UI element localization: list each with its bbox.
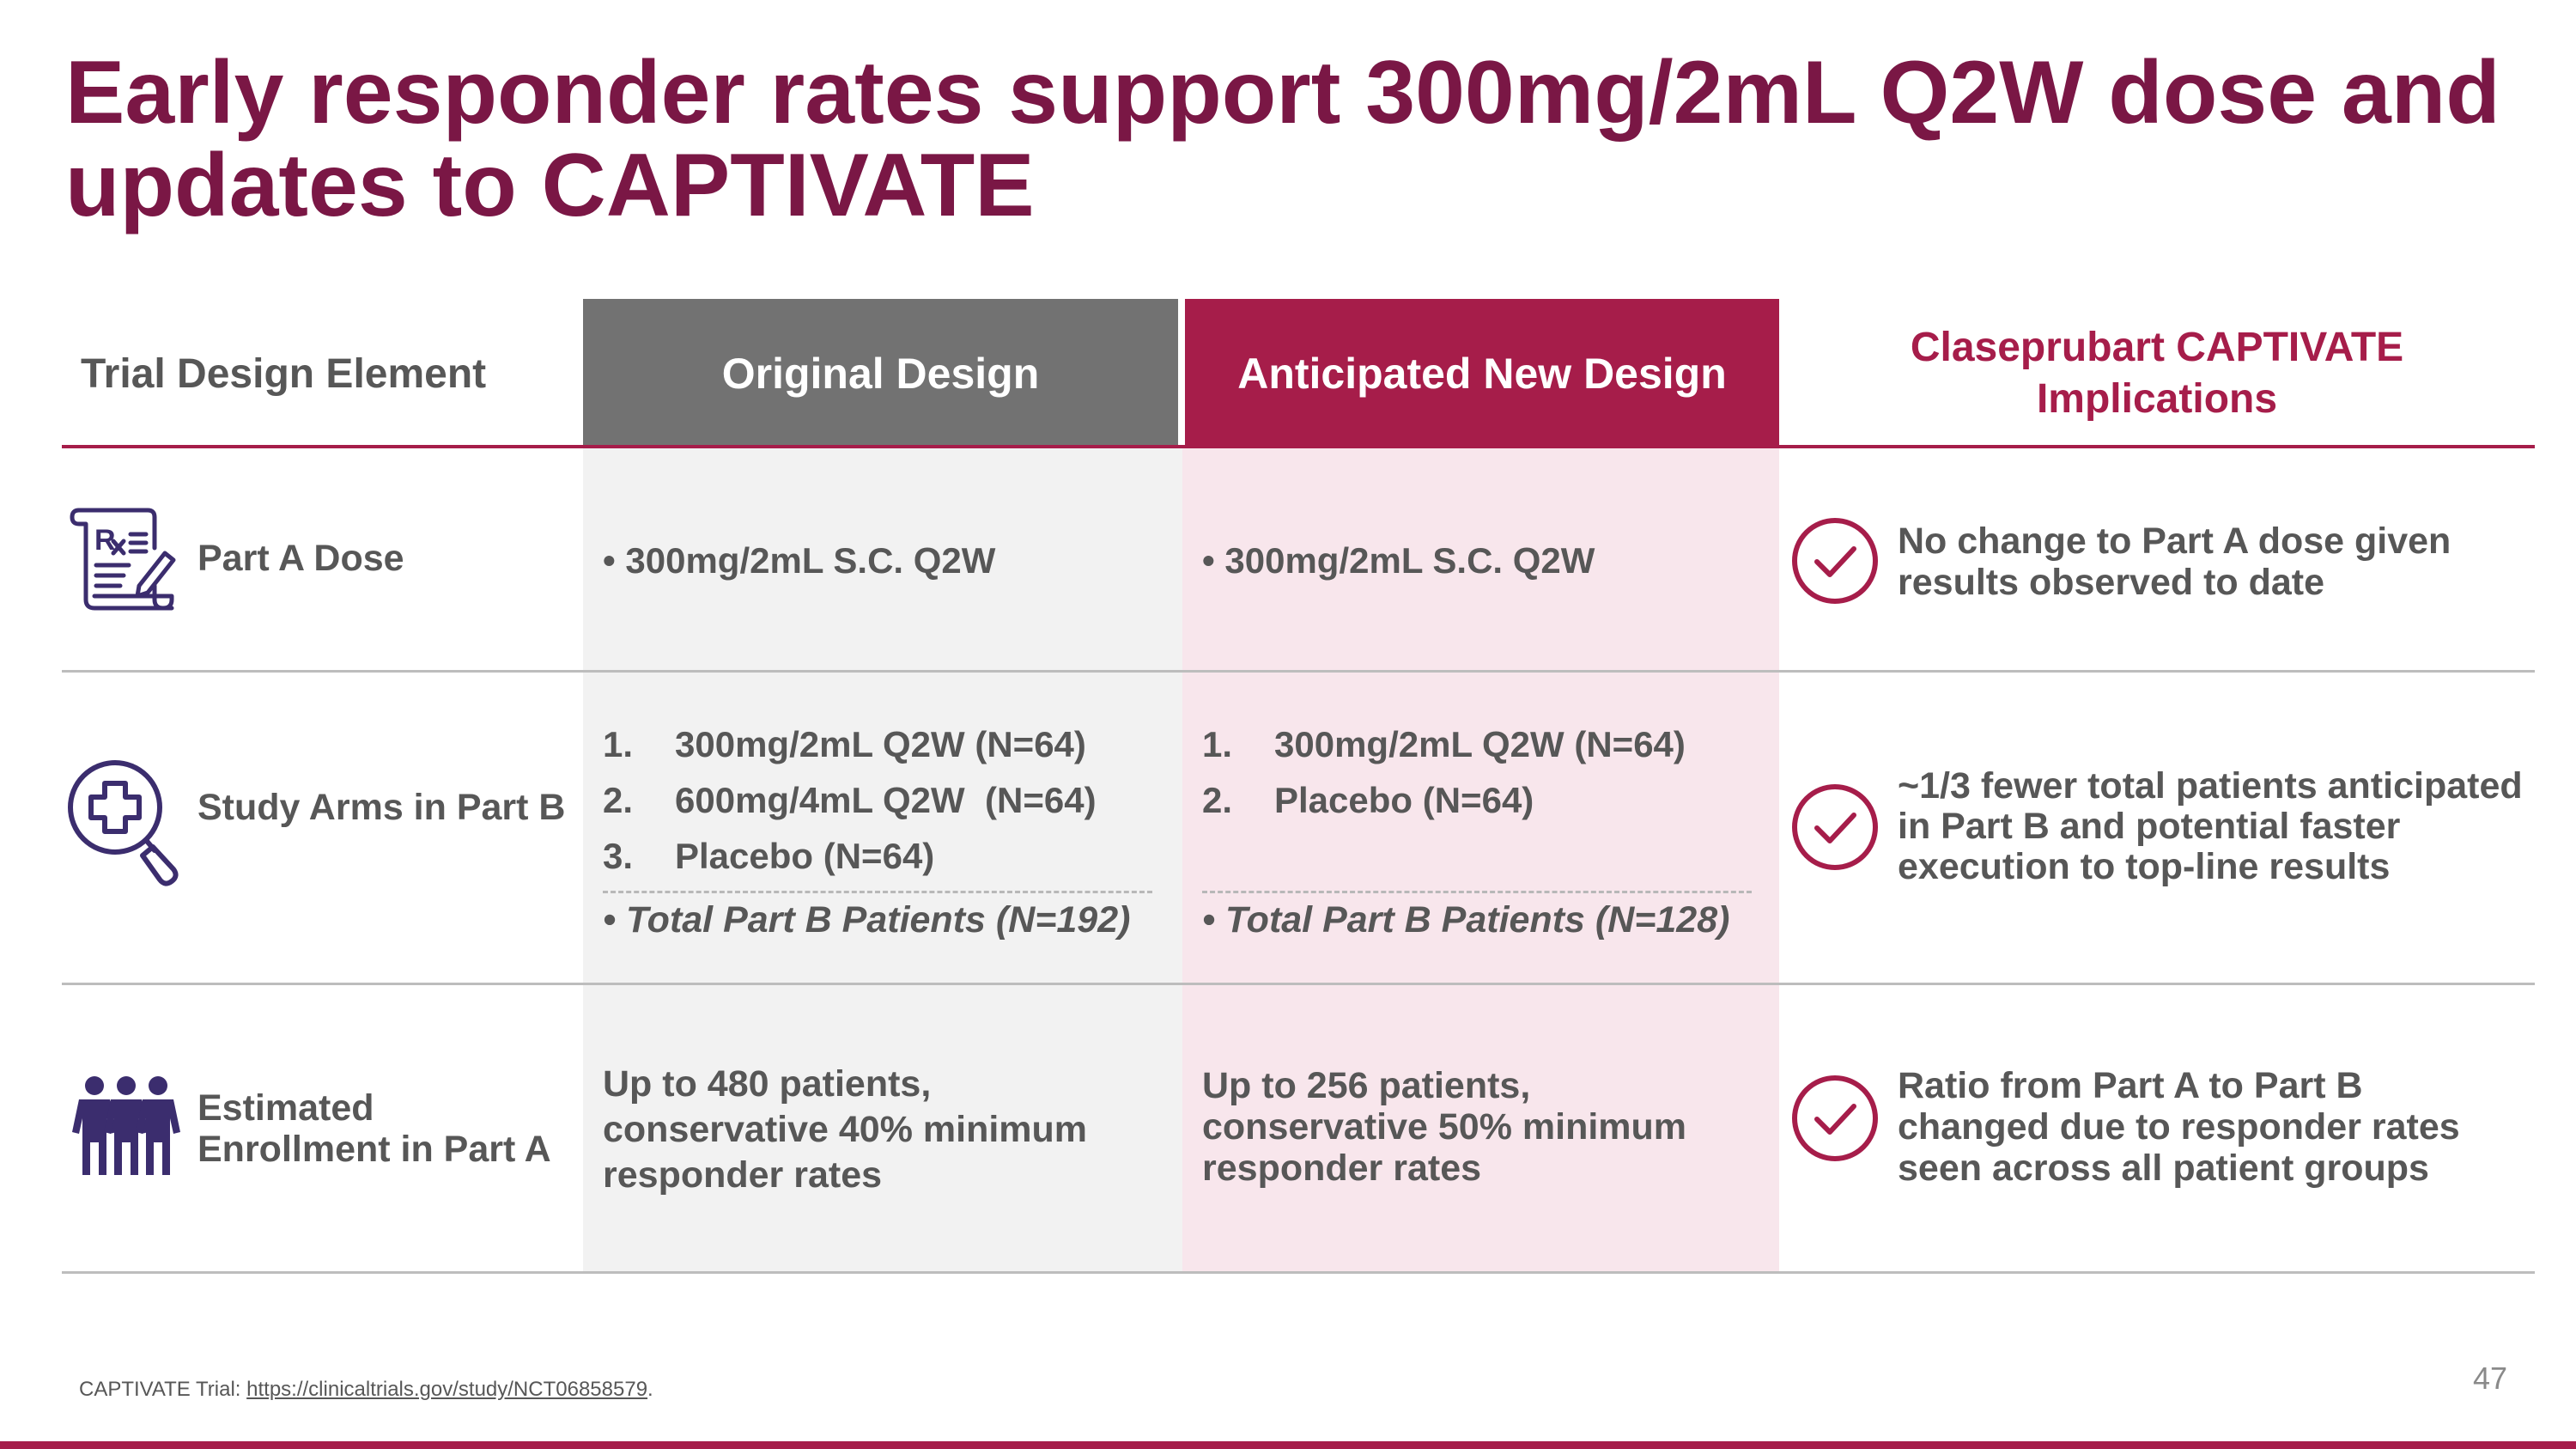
implication-estimated-enrollment: Ratio from Part A to Part B changed due … [1898, 1065, 2460, 1189]
original-part-a-dose: • 300mg/2mL S.C. Q2W [603, 540, 996, 581]
dashed-divider [1202, 891, 1752, 893]
row-divider [62, 670, 2535, 673]
row-label-study-arms: Study Arms in Part B [197, 787, 566, 828]
new-estimated-enrollment: Up to 256 patients, conservative 50% min… [1202, 1065, 1687, 1189]
bottom-accent-bar [0, 1441, 2576, 1449]
original-design-column-bg [583, 448, 1182, 1273]
implication-part-a-dose: No change to Part A dose given results o… [1898, 521, 2451, 603]
header-trial-design-element: Trial Design Element [81, 350, 487, 397]
row-divider [62, 1271, 2535, 1274]
people-group-icon [70, 1075, 182, 1183]
row-label-estimated-enrollment: Estimated Enrollment in Part A [197, 1087, 551, 1170]
header-divider [62, 445, 2535, 448]
original-total-part-b: • Total Part B Patients (N=192) [603, 899, 1131, 941]
clinicaltrials-link[interactable]: https://clinicaltrials.gov/study/NCT0685… [246, 1378, 648, 1401]
footnote: CAPTIVATE Trial: https://clinicaltrials.… [79, 1378, 653, 1401]
checkmark-circle-icon [1791, 517, 1879, 605]
checkmark-circle-icon [1791, 783, 1879, 871]
new-part-a-dose: • 300mg/2mL S.C. Q2W [1202, 540, 1595, 581]
page-number: 47 [2472, 1361, 2507, 1396]
checkmark-circle-icon [1791, 1075, 1879, 1162]
original-estimated-enrollment: Up to 480 patients, conservative 40% min… [603, 1063, 1088, 1196]
row-divider [62, 983, 2535, 985]
new-design-column-bg [1182, 448, 1779, 1273]
row-label-part-a-dose: Part A Dose [197, 538, 404, 579]
original-study-arms: 1. 300mg/2mL Q2W (N=64) 2. 600mg/4mL Q2W (… [603, 716, 1170, 941]
list-item: 1. 300mg/2mL Q2W (N=64) [1202, 723, 1686, 764]
list-item: 1. 300mg/2mL Q2W (N=64) [603, 723, 1086, 764]
list-item: 2. Placebo (N=64) [1202, 779, 1534, 820]
new-total-part-b: • Total Part B Patients (N=128) [1202, 899, 1730, 941]
implication-study-arms: ~1/3 fewer total patients anticipated in… [1898, 765, 2523, 887]
dashed-divider [603, 891, 1152, 893]
prescription-icon: R [69, 503, 180, 619]
slide-title: Early responder rates support 300mg/2mL … [65, 43, 2500, 235]
medical-search-icon [65, 758, 185, 899]
new-study-arms: 1. 300mg/2mL Q2W (N=64) 2. Placebo (N=64) … [1202, 716, 1769, 941]
original-design-header-bg [583, 299, 1178, 448]
header-original-design: Original Design [721, 350, 1040, 398]
header-captivate-implications: Claseprubart CAPTIVATE Implications [1910, 325, 2404, 422]
new-design-header-bg [1185, 299, 1779, 448]
list-item: 3. Placebo (N=64) [603, 835, 935, 876]
list-item: 2. 600mg/4mL Q2W (N=64) [603, 779, 1097, 820]
header-anticipated-new-design: Anticipated New Design [1237, 350, 1727, 398]
